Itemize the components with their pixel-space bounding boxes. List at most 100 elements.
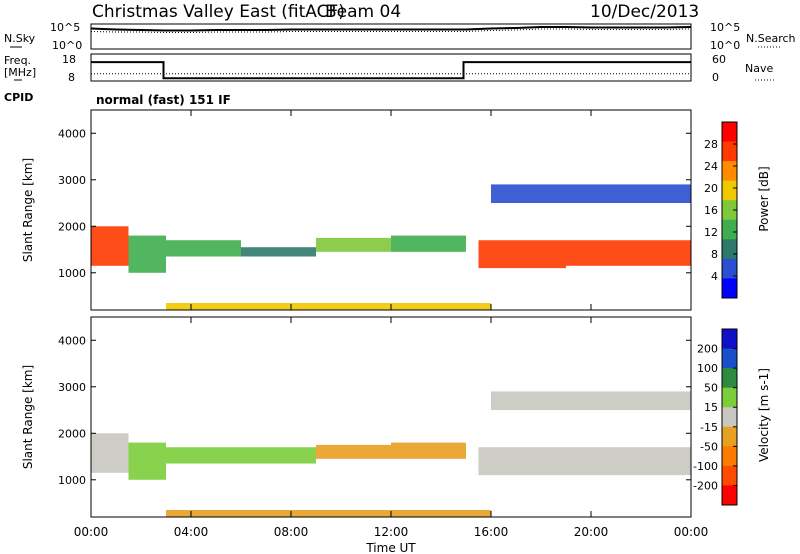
velocity-colorbar-label: Velocity [m s-1] [757, 368, 771, 462]
colorbar-segment [722, 368, 737, 389]
freq-panel: Freq. [MHz] 18 8 60 0 Nave [4, 53, 775, 84]
noise-panel: N.Sky 10^5 10^0 10^5 10^0 N.Search [4, 21, 796, 52]
x-axis-ticks: 00:00 04:00 08:00 12:00 16:00 20:00 00:00 [74, 110, 709, 539]
x-tick-label: 08:00 [274, 525, 309, 539]
colorbar-tick-label: 28 [704, 138, 718, 151]
colorbar-tick-label: -15 [700, 421, 718, 434]
nave-tick-top: 60 [712, 53, 726, 66]
colorbar-segment [722, 161, 737, 182]
colorbar-segment [722, 141, 737, 162]
colorbar-tick-label: 12 [704, 226, 718, 239]
colorbar-tick-label: 20 [704, 182, 718, 195]
y-tick-label: 2000 [58, 220, 86, 233]
cpid-label: CPID [4, 91, 33, 104]
colorbar-tick-label: 50 [704, 382, 718, 395]
scatter-band [166, 303, 491, 310]
station-title: Christmas Valley East (fitACF) [92, 2, 345, 22]
y-tick-label: 2000 [58, 427, 86, 440]
scatter-band [166, 447, 316, 464]
x-axis-label: Time UT [365, 541, 416, 554]
scatter-band [491, 184, 691, 204]
x-tick-label: 00:00 [74, 525, 109, 539]
colorbar-segment [722, 180, 737, 201]
scatter-band [316, 237, 391, 252]
scatter-band [478, 447, 691, 476]
scatter-band [128, 235, 166, 273]
scatter-band [566, 240, 691, 266]
freq-tick-bottom: 8 [68, 71, 75, 84]
noise-left-tick-bottom: 10^0 [52, 39, 82, 52]
scatter-band [91, 226, 129, 266]
scatter-band [316, 444, 391, 459]
cpid-text: normal (fast) 151 IF [96, 93, 231, 107]
velocity-frame [90, 316, 692, 518]
colorbar-tick-label: 4 [711, 270, 718, 283]
colorbar-segment [722, 239, 737, 260]
y-tick-label: 4000 [58, 127, 86, 140]
colorbar-tick-label: -200 [693, 479, 718, 492]
colorbar-tick-label: 15 [704, 401, 718, 414]
x-tick-label: 00:00 [674, 525, 709, 539]
nave-label: Nave [745, 62, 773, 75]
colorbar-segment [722, 426, 737, 447]
power-y-label: Slant Range [km] [21, 158, 35, 262]
colorbar-segment [722, 329, 737, 350]
colorbar-segment [722, 387, 737, 408]
scatter-band [491, 391, 691, 411]
velocity-colorbar: 200 100 50 15 -15 -50 -100 -200 [693, 328, 738, 506]
colorbar-frame [721, 328, 738, 506]
power-colorbar: 4 8 12 16 20 24 28 [704, 121, 738, 299]
noise-left-label: N.Sky [4, 32, 36, 45]
colorbar-segment [722, 278, 737, 299]
freq-label-line2: [MHz] [4, 66, 36, 79]
colorbar-tick-label: -100 [693, 460, 718, 473]
scatter-band [128, 442, 166, 480]
x-tick-label: 04:00 [174, 525, 209, 539]
noise-frame [90, 23, 692, 50]
velocity-y-label: Slant Range [km] [21, 365, 35, 469]
power-heatmap [91, 184, 691, 310]
scatter-band [166, 510, 491, 517]
colorbar-segment [722, 200, 737, 221]
date-title: 10/Dec/2013 [590, 2, 699, 22]
nsearch-series [90, 28, 692, 33]
colorbar-segment [722, 219, 737, 240]
scatter-band [166, 240, 241, 257]
power-panel: 1000 2000 3000 4000 Slant Range [km] 4 8 12 16… [21, 109, 771, 311]
y-tick-label: 1000 [58, 474, 86, 487]
power-y-ticks: 1000 2000 3000 4000 [58, 127, 691, 280]
nsky-series [90, 26, 692, 32]
y-tick-label: 3000 [58, 174, 86, 187]
colorbar-segment [722, 465, 737, 486]
freq-label-line1: Freq. [4, 54, 31, 67]
noise-left-tick-top: 10^5 [50, 21, 80, 34]
colorbar-tick-label: 100 [697, 362, 718, 375]
freq-frame [90, 53, 692, 82]
velocity-y-ticks: 1000 2000 3000 4000 [58, 334, 691, 487]
colorbar-segment [722, 122, 737, 143]
freq-series [91, 61, 691, 80]
velocity-heatmap [91, 391, 691, 517]
colorbar-segment [722, 407, 737, 428]
scatter-band [391, 442, 466, 459]
y-tick-label: 1000 [58, 267, 86, 280]
beam-title: Beam 04 [325, 2, 401, 22]
noise-right-tick-bottom: 10^0 [710, 39, 740, 52]
x-tick-label: 20:00 [574, 525, 609, 539]
velocity-panel: 1000 2000 3000 4000 Slant Range [km] 200 100… [21, 316, 771, 518]
colorbar-tick-label: 16 [704, 204, 718, 217]
nave-tick-bottom: 0 [712, 71, 719, 84]
colorbar-segment [722, 258, 737, 279]
y-tick-label: 3000 [58, 381, 86, 394]
scatter-band [478, 240, 566, 269]
colorbar-segment [722, 446, 737, 467]
colorbar-segment [722, 485, 737, 506]
power-frame [90, 109, 692, 311]
colorbar-tick-label: -50 [700, 440, 718, 453]
scatter-band [391, 235, 466, 252]
colorbar-tick-label: 8 [711, 248, 718, 261]
noise-right-label: N.Search [746, 32, 796, 45]
noise-right-tick-top: 10^5 [710, 21, 740, 34]
y-tick-label: 4000 [58, 334, 86, 347]
